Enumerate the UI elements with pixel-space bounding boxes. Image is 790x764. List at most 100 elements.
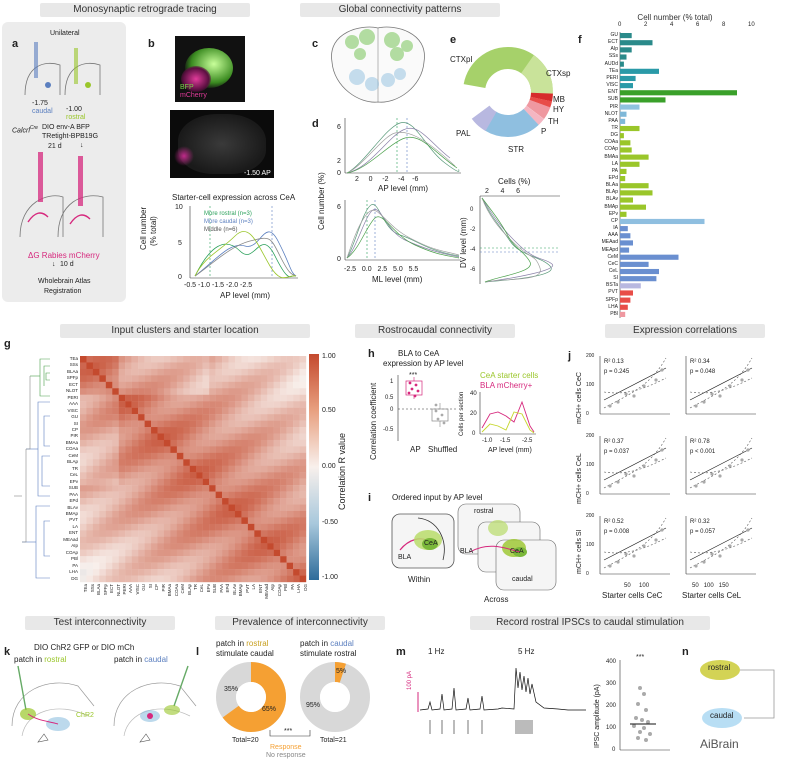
heatmap-cell [286, 472, 294, 479]
heatmap-cell [267, 517, 274, 525]
heatmap-cell [228, 401, 236, 408]
heatmap-cell [293, 549, 300, 557]
heatmap-cell [170, 381, 178, 389]
heatmap-cell [293, 543, 300, 550]
heatmap-cell [267, 459, 274, 466]
heatmap-cell [118, 569, 126, 576]
heatmap-cell [183, 491, 190, 499]
heatmap-cell [189, 517, 197, 525]
heatmap-cell [247, 472, 255, 479]
heatmap-cell [189, 439, 197, 447]
heatmap-cell [293, 381, 300, 389]
heatmap-cell [131, 510, 139, 518]
heatmap-cell [118, 485, 126, 492]
heatmap-cell [209, 433, 216, 441]
heatmap-cell [105, 459, 113, 466]
heatmap-cell [228, 491, 236, 499]
heatmap-cell [215, 368, 223, 376]
heatmap-cell [234, 536, 242, 544]
within-label: Within [408, 575, 431, 584]
heatmap-cell [189, 459, 197, 466]
heatmap-cell [151, 562, 158, 570]
heatmap-cell [138, 401, 145, 408]
heatmap-cell [280, 433, 287, 441]
heatmap-cell [151, 498, 158, 505]
heatmap-cell [157, 510, 165, 518]
heatmap-cell [273, 446, 281, 454]
heatmap-cell [234, 556, 242, 563]
heatmap-cell [144, 433, 152, 441]
heatmap-cell [170, 575, 178, 583]
heatmap-cell [163, 356, 171, 363]
heatmap-cell [189, 427, 197, 434]
heatmap-cell [228, 510, 236, 518]
heatmap-cell [209, 569, 216, 576]
m-sig: *** [636, 654, 645, 661]
heatmap-cell [286, 549, 294, 557]
heatmap-cell [131, 452, 139, 460]
heatmap-cell [189, 530, 197, 537]
heatmap-cell [247, 549, 255, 557]
heatmap-cell [118, 510, 126, 518]
bar-epd [620, 176, 626, 182]
heatmap-cell [286, 517, 294, 525]
heatmap-cell [215, 452, 223, 460]
heatmap-cell [105, 549, 113, 557]
region-label-blaa: BLAa [605, 182, 618, 189]
heatmap-cell [183, 510, 190, 518]
heatmap-row-label-epd: EPd [69, 498, 78, 504]
mcherry-signal [181, 66, 211, 92]
region-label-pa: PA [611, 167, 618, 174]
heatmap-cell [151, 439, 158, 447]
heatmap-cell [86, 536, 94, 544]
heatmap-cell [80, 375, 87, 383]
heatmap-cell [80, 356, 87, 363]
correlation-boxplot [397, 375, 456, 441]
heatmap-cell [299, 433, 307, 441]
heatmap-cell [157, 485, 165, 492]
bar-bmaa [620, 154, 649, 160]
heatmap-cell [112, 491, 119, 499]
heatmap-cell [105, 530, 113, 537]
panel-letter-a: a [12, 38, 19, 50]
heatmap-cell [234, 414, 242, 421]
heatmap-cell [222, 362, 229, 370]
panel-f-region-labels: GU ECT AIp SSs AUDd TEa PERI VISC ENT SUB PIR NLOT P… [590, 32, 618, 318]
heatmap-cell [241, 569, 249, 576]
heatmap-cell [183, 420, 190, 428]
heatmap-cell [138, 439, 145, 447]
heatmap-cell [157, 452, 165, 460]
heatmap-cell [254, 452, 261, 460]
m-scale: 100 pA [407, 670, 413, 690]
heatmap-cell [99, 452, 107, 460]
heatmap-cell [131, 549, 139, 557]
heatmap-cell [228, 498, 236, 505]
heatmap-cell [267, 485, 274, 492]
chart-d-xlabel-ap: AP level (mm) [378, 184, 429, 193]
heatmap-cell [176, 504, 184, 512]
heatmap-cell [176, 510, 184, 518]
heatmap-cell [202, 427, 210, 434]
heatmap-cell [241, 459, 249, 466]
heatmap-cell [86, 362, 94, 370]
banner-exprcorr: Expression correlations [605, 324, 765, 338]
heatmap-cell [286, 452, 294, 460]
heatmap-cell [86, 452, 94, 460]
heatmap-cell [80, 420, 87, 428]
heatmap-cell [176, 556, 184, 563]
heatmap-cell [163, 530, 171, 537]
l-right-total: Total=21 [320, 737, 347, 744]
heatmap-cell [183, 478, 190, 486]
heatmap-cell [99, 556, 107, 563]
heatmap-cell [196, 504, 203, 512]
heatmap-cell [151, 517, 158, 525]
bar-tr [620, 125, 640, 132]
heatmap-cell [267, 362, 274, 370]
banner-rostrocaudal: Rostrocaudal connectivity [355, 324, 515, 338]
colorbar-tick-5: -1.00 [322, 574, 338, 581]
heatmap-cell [144, 510, 152, 518]
heatmap-cell [131, 465, 139, 473]
heatmap-cell [247, 465, 255, 473]
m-1hz: 1 Hz [428, 647, 445, 656]
bar-coaa [620, 140, 631, 146]
